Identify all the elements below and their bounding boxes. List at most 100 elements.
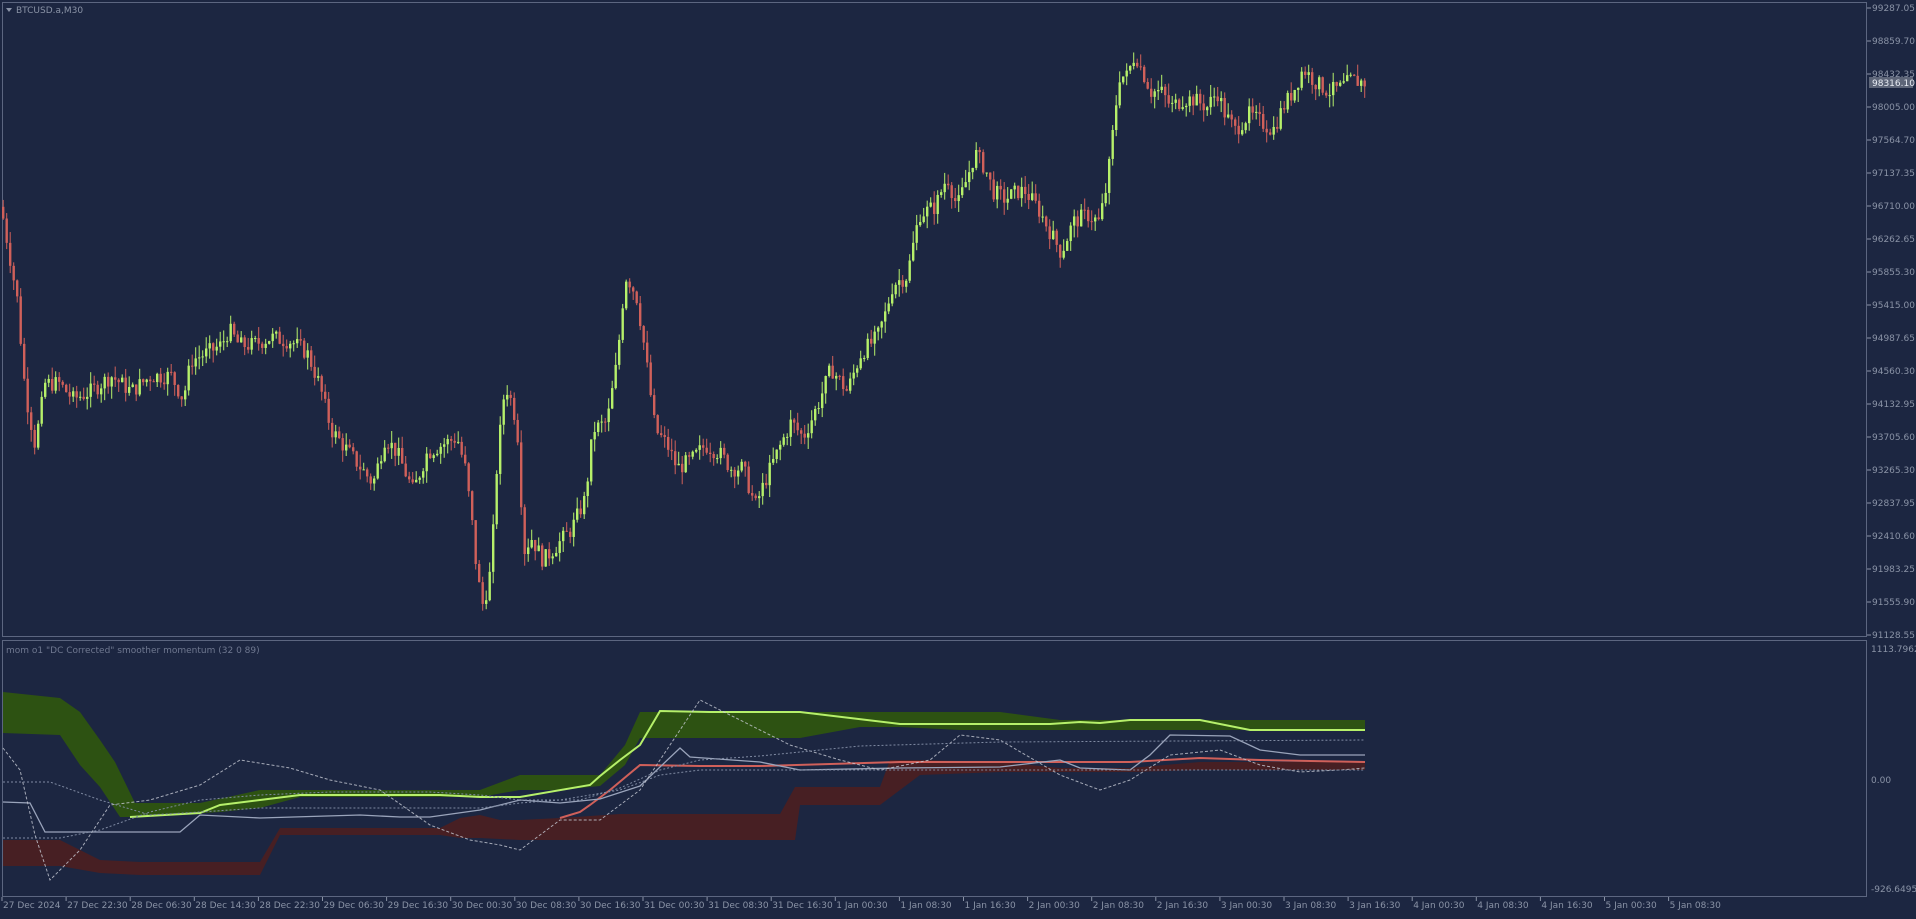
- candle-body: [107, 376, 110, 387]
- candle-body: [485, 600, 488, 604]
- candle-body: [471, 491, 474, 521]
- candle-body: [793, 419, 796, 423]
- current-price-marker: [1869, 77, 1913, 88]
- price-tick-label: 98859.70: [1872, 37, 1915, 47]
- candle-body: [618, 339, 621, 365]
- candle-body: [576, 508, 579, 520]
- candle-body: [1342, 81, 1345, 83]
- candle-body: [215, 346, 218, 351]
- candle-body: [772, 458, 775, 463]
- candle-body: [68, 392, 71, 397]
- candle-body: [495, 473, 498, 525]
- time-tick-label: 27 Dec 22:30: [67, 901, 128, 911]
- candle-body: [1318, 77, 1321, 90]
- current-price-label: 98316.10: [1872, 79, 1915, 89]
- collapse-triangle-icon[interactable]: [6, 8, 12, 12]
- candle-body: [866, 338, 869, 358]
- candle-body: [376, 463, 379, 479]
- candle-body: [593, 432, 596, 440]
- candle-body: [96, 384, 99, 395]
- candle-body: [446, 439, 449, 445]
- candle-body: [621, 308, 624, 340]
- candle-body: [1363, 80, 1366, 87]
- candle-body: [229, 323, 232, 342]
- candle-body: [75, 391, 78, 398]
- candle-body: [247, 347, 250, 350]
- candle-body: [1150, 88, 1153, 97]
- candle-body: [86, 396, 89, 399]
- candle-body: [807, 433, 810, 438]
- candle-body: [922, 216, 925, 223]
- price-tick-label: 97137.35: [1872, 169, 1915, 179]
- candle-body: [306, 350, 309, 358]
- candle-body: [1181, 107, 1184, 109]
- candle-body: [933, 202, 936, 215]
- candle-body: [810, 420, 813, 434]
- candle-body: [198, 357, 201, 359]
- candle-body: [891, 294, 894, 304]
- candle-body: [26, 378, 29, 413]
- price-tick-label: 94560.30: [1872, 367, 1915, 377]
- candle-body: [212, 343, 215, 351]
- candle-body: [1041, 216, 1044, 218]
- candle-body: [649, 362, 652, 396]
- indicator-tick-zero: 0.00: [1871, 776, 1891, 786]
- candle-body: [1328, 95, 1331, 97]
- candle-body: [523, 507, 526, 555]
- candle-body: [681, 463, 684, 473]
- candle-body: [457, 441, 460, 443]
- candle-body: [254, 338, 257, 340]
- candle-body: [1258, 111, 1261, 114]
- candle-body: [488, 571, 491, 601]
- candle-body: [292, 343, 295, 345]
- candle-body: [1080, 209, 1083, 227]
- candle-body: [639, 303, 642, 327]
- time-tick-label: 4 Jan 00:30: [1413, 901, 1465, 911]
- candle-body: [964, 182, 967, 188]
- candle-body: [1360, 80, 1363, 86]
- candle-body: [1017, 185, 1020, 199]
- candle-body: [12, 265, 15, 281]
- candle-body: [79, 396, 82, 398]
- candle-body: [408, 476, 411, 480]
- candle-body: [1069, 225, 1072, 242]
- price-tick-label: 92837.95: [1872, 499, 1915, 509]
- candle-body: [1230, 114, 1233, 120]
- candle-body: [1062, 250, 1065, 258]
- candle-body: [502, 399, 505, 425]
- candle-body: [180, 396, 183, 400]
- candle-body: [1167, 95, 1170, 104]
- time-tick-label: 3 Jan 00:30: [1221, 901, 1273, 911]
- candle-body: [348, 444, 351, 448]
- time-tick-label: 5 Jan 00:30: [1606, 901, 1658, 911]
- candle-body: [520, 442, 523, 508]
- candle-body: [1111, 130, 1114, 159]
- candle-body: [334, 431, 337, 438]
- price-tick-label: 95415.00: [1872, 301, 1915, 311]
- candle-body: [264, 343, 267, 348]
- candle-body: [338, 431, 341, 439]
- candle-body: [89, 383, 92, 397]
- candle-body: [579, 508, 582, 515]
- candlestick-series: [2, 52, 1366, 611]
- candle-body: [950, 185, 953, 199]
- candle-body: [1335, 82, 1338, 86]
- candle-body: [733, 469, 736, 477]
- candle-body: [1031, 193, 1034, 200]
- candle-body: [278, 331, 281, 344]
- candle-body: [47, 378, 50, 383]
- candle-body: [814, 408, 817, 421]
- candle-body: [870, 338, 873, 344]
- candle-body: [492, 524, 495, 572]
- candle-body: [695, 449, 698, 452]
- price-tick-label: 95855.30: [1872, 268, 1915, 278]
- time-tick-label: 1 Jan 00:30: [836, 901, 888, 911]
- price-tick-label: 98005.00: [1872, 103, 1915, 113]
- candle-body: [919, 222, 922, 226]
- candle-body: [884, 311, 887, 322]
- price-tick-label: 96710.00: [1872, 202, 1915, 212]
- candle-body: [719, 447, 722, 459]
- candle-body: [275, 331, 278, 334]
